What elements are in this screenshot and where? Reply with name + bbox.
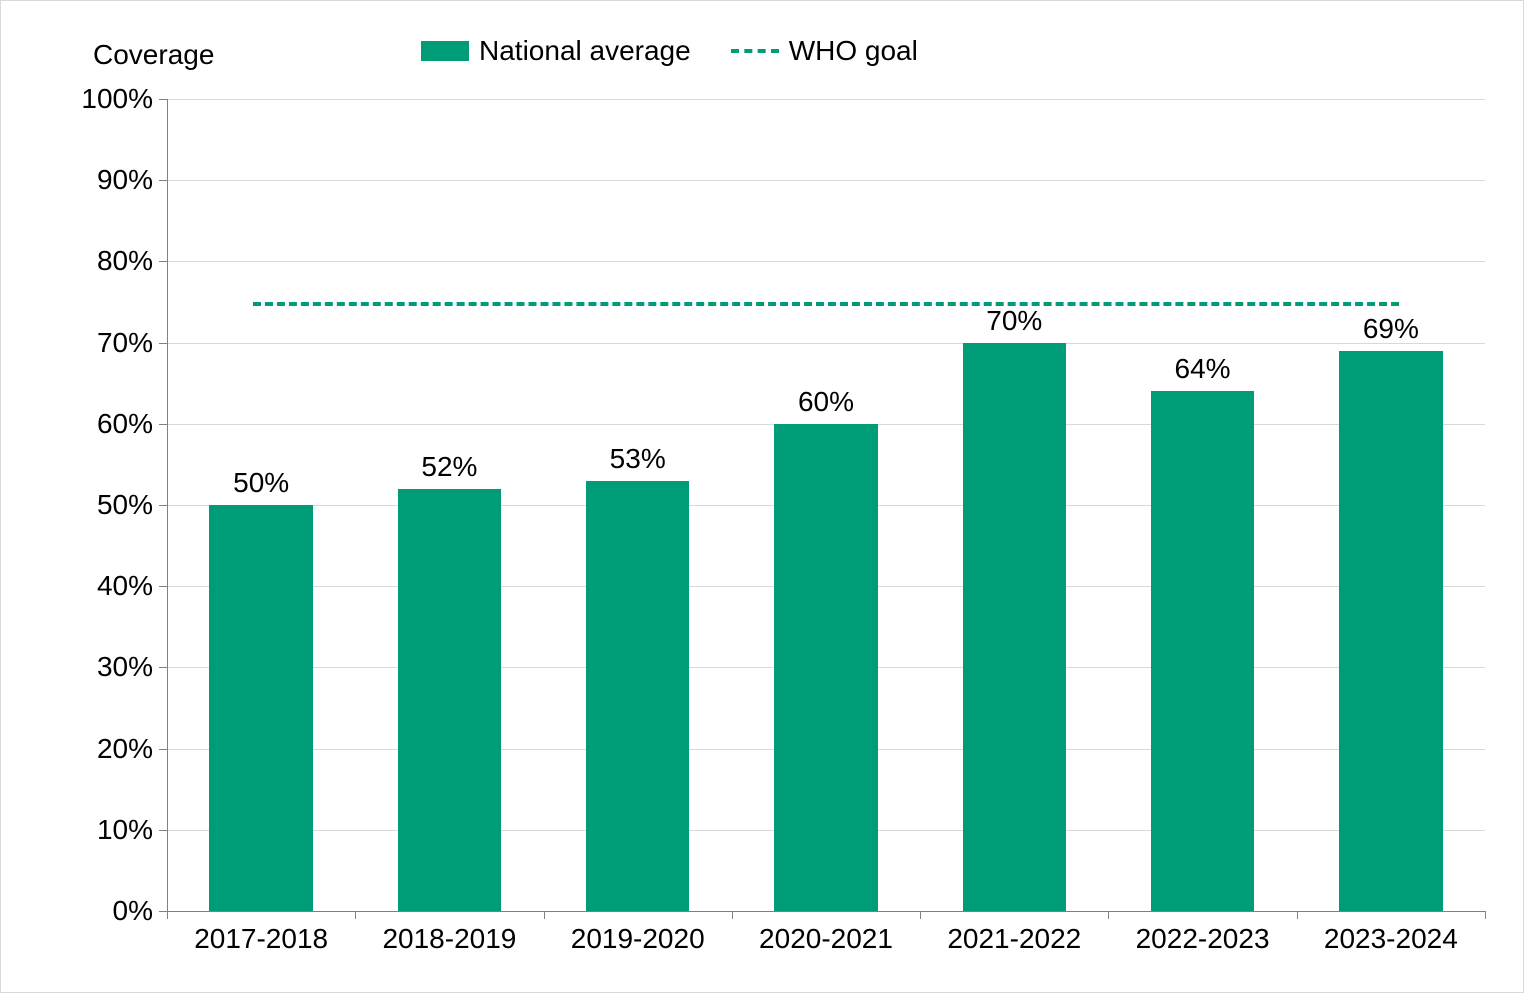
y-tick-mark [159, 180, 167, 181]
y-tick-mark [159, 911, 167, 912]
bar [209, 505, 313, 911]
bar [1339, 351, 1443, 911]
y-tick-mark [159, 343, 167, 344]
x-tick-mark [1485, 911, 1486, 919]
legend-item-bar: National average [421, 35, 691, 67]
x-tick-label: 2017-2018 [194, 911, 328, 955]
bar-value-label: 53% [610, 443, 666, 481]
x-tick-label: 2019-2020 [571, 911, 705, 955]
y-tick-label: 60% [97, 408, 167, 440]
legend-label-line: WHO goal [789, 35, 918, 67]
y-tick-mark [159, 830, 167, 831]
y-tick-label: 100% [81, 83, 167, 115]
x-tick-mark [920, 911, 921, 919]
x-tick-label: 2020-2021 [759, 911, 893, 955]
bar-value-label: 50% [233, 467, 289, 505]
y-tick-label: 90% [97, 164, 167, 196]
bar [586, 481, 690, 911]
legend-swatch-bar [421, 41, 469, 61]
y-tick-label: 30% [97, 651, 167, 683]
y-tick-mark [159, 667, 167, 668]
plot-area: 0%10%20%30%40%50%60%70%80%90%100%50%2017… [167, 99, 1485, 911]
y-tick-mark [159, 586, 167, 587]
x-tick-label: 2021-2022 [947, 911, 1081, 955]
bar-value-label: 64% [1175, 353, 1231, 391]
y-tick-mark [159, 749, 167, 750]
x-tick-mark [167, 911, 168, 919]
legend-item-line: WHO goal [731, 35, 918, 67]
y-tick-label: 80% [97, 245, 167, 277]
x-tick-mark [1108, 911, 1109, 919]
who-goal-line [253, 302, 1400, 306]
bar [774, 424, 878, 911]
x-tick-label: 2022-2023 [1136, 911, 1270, 955]
y-tick-label: 10% [97, 814, 167, 846]
y-tick-label: 20% [97, 733, 167, 765]
y-tick-mark [159, 424, 167, 425]
x-tick-mark [544, 911, 545, 919]
y-tick-mark [159, 261, 167, 262]
y-tick-mark [159, 99, 167, 100]
x-tick-label: 2023-2024 [1324, 911, 1458, 955]
y-axis [167, 99, 168, 911]
gridline [167, 261, 1485, 262]
bar [1151, 391, 1255, 911]
bar-value-label: 52% [421, 451, 477, 489]
bar [963, 343, 1067, 911]
legend-swatch-dash [731, 49, 779, 53]
y-tick-label: 40% [97, 570, 167, 602]
x-tick-mark [355, 911, 356, 919]
y-tick-label: 50% [97, 489, 167, 521]
gridline [167, 180, 1485, 181]
legend: National average WHO goal [421, 35, 918, 67]
gridline [167, 343, 1485, 344]
y-tick-label: 70% [97, 327, 167, 359]
y-axis-title: Coverage [93, 39, 214, 71]
bar-value-label: 60% [798, 386, 854, 424]
x-tick-label: 2018-2019 [382, 911, 516, 955]
y-tick-mark [159, 505, 167, 506]
chart-frame: Coverage National average WHO goal 0%10%… [0, 0, 1524, 993]
bar-value-label: 69% [1363, 313, 1419, 351]
legend-label-bar: National average [479, 35, 691, 67]
bar-value-label: 70% [986, 305, 1042, 343]
x-tick-mark [732, 911, 733, 919]
x-tick-mark [1297, 911, 1298, 919]
gridline [167, 99, 1485, 100]
bar [398, 489, 502, 911]
